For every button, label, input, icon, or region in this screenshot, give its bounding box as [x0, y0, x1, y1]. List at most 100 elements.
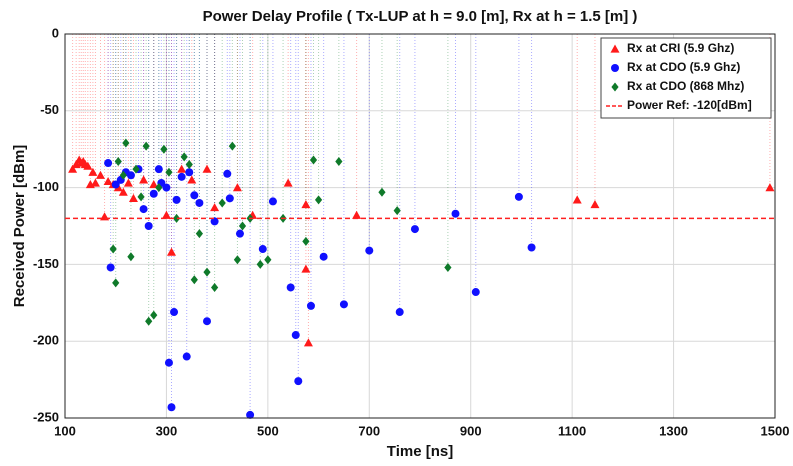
marker [283, 178, 293, 187]
marker [365, 246, 374, 255]
marker [302, 236, 310, 246]
marker [233, 255, 242, 265]
plot-frame [64, 33, 776, 419]
marker [195, 229, 203, 239]
marker [170, 308, 179, 317]
marker [187, 175, 197, 184]
marker [256, 259, 264, 269]
marker [572, 195, 582, 204]
marker [185, 168, 194, 177]
marker [294, 377, 303, 386]
legend-label: Power Ref: -120[dBm] [627, 98, 752, 112]
marker [167, 247, 176, 256]
marker [235, 229, 244, 238]
marker [127, 252, 135, 262]
marker [90, 178, 100, 187]
marker [165, 167, 173, 177]
marker [210, 203, 220, 212]
marker [218, 198, 226, 208]
chart-title: Power Delay Profile ( Tx-LUP at h = 9.0 … [203, 8, 638, 25]
marker [195, 198, 204, 207]
marker [228, 141, 236, 151]
marker [149, 180, 159, 189]
marker [301, 199, 311, 209]
marker [167, 403, 176, 412]
marker [182, 352, 191, 361]
marker [103, 176, 113, 186]
marker [177, 164, 187, 173]
marker [88, 167, 98, 176]
marker [109, 244, 117, 254]
marker [225, 194, 234, 203]
marker [164, 358, 173, 367]
x-tick-label: 900 [460, 423, 482, 438]
marker [155, 183, 163, 193]
marker [154, 165, 163, 174]
marker [395, 308, 404, 317]
marker [471, 288, 480, 297]
marker [100, 212, 110, 221]
marker [119, 170, 127, 180]
marks [68, 138, 775, 419]
marker [132, 164, 140, 174]
marker [203, 267, 211, 277]
y-tick-label: -250 [33, 409, 59, 424]
marker [145, 316, 153, 326]
marker [180, 152, 188, 162]
marker [122, 138, 130, 148]
marker [190, 191, 199, 200]
legend-label: Rx at CDO (5.9 Ghz) [627, 60, 740, 74]
marker [123, 178, 133, 187]
marker [264, 255, 272, 265]
marker [104, 159, 113, 168]
legend: Rx at CRI (5.9 Ghz) Rx at CDO (5.9 Ghz) Rx… [600, 37, 772, 119]
marker [161, 210, 171, 219]
marker [211, 282, 219, 292]
marker [137, 192, 145, 202]
y-tick-label: -100 [33, 179, 59, 194]
marker [393, 206, 401, 216]
marker [202, 164, 212, 173]
marker [268, 197, 277, 206]
stems [72, 34, 771, 415]
x-tick-label: 1500 [761, 423, 790, 438]
marker [303, 338, 313, 347]
marker [352, 210, 362, 219]
legend-box [600, 37, 772, 119]
marker [106, 263, 115, 272]
marker [142, 141, 150, 151]
marker [185, 160, 193, 170]
marker [118, 187, 128, 196]
marker [527, 243, 536, 252]
y-tick-label: 0 [52, 25, 59, 40]
marker [223, 169, 232, 178]
marker [610, 44, 620, 53]
marker [444, 262, 452, 272]
marker [83, 161, 93, 170]
marker [144, 222, 153, 230]
marker [319, 252, 328, 261]
x-tick-label: 1100 [558, 423, 586, 438]
marker [149, 189, 158, 198]
marker [150, 310, 158, 320]
marker [190, 275, 198, 285]
marker [238, 221, 247, 231]
marker [162, 183, 171, 192]
marker [309, 155, 318, 165]
marker [177, 172, 186, 181]
marker [128, 193, 138, 202]
marker [410, 225, 419, 234]
marker [139, 205, 148, 214]
marker [96, 170, 105, 179]
y-tick-label: -150 [33, 256, 59, 271]
y-axis-label: Received Power [dBm] [11, 145, 28, 308]
marker [451, 209, 460, 218]
x-tick-label: 100 [54, 423, 76, 438]
marker [291, 331, 300, 340]
marker [160, 144, 168, 154]
marker [111, 180, 120, 189]
marker [139, 175, 149, 184]
y-tick-label: -200 [33, 333, 59, 348]
marker [306, 301, 315, 310]
